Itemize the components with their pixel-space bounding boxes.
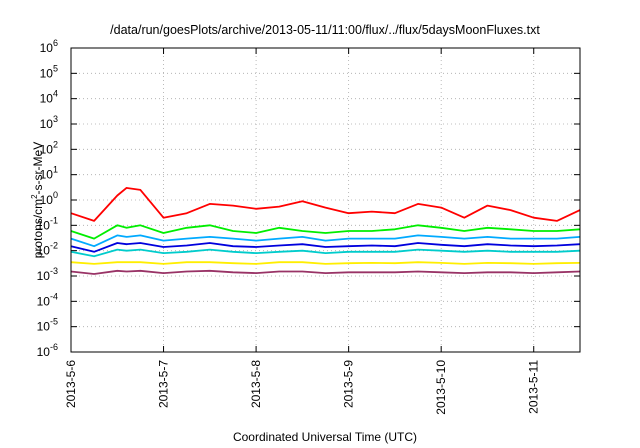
series-line-2 xyxy=(70,224,581,240)
y-tick-base: 10 xyxy=(37,269,51,283)
y-tick-exp: -1 xyxy=(50,215,58,225)
y-tick-label: 105 xyxy=(40,63,58,80)
y-tick-base: 10 xyxy=(37,244,51,258)
y-axis-label-prefix: protons/cm xyxy=(31,199,45,258)
series-line-3 xyxy=(70,234,581,248)
x-tick-label: 2013-5-6 xyxy=(64,360,78,408)
y-tick-base: 10 xyxy=(40,41,54,55)
series-line-1 xyxy=(70,186,581,222)
y-tick-exp: -4 xyxy=(50,291,58,301)
y-tick-label: 101 xyxy=(40,165,58,182)
grid xyxy=(70,47,580,353)
y-tick-base: 10 xyxy=(40,117,54,131)
y-tick-base: 10 xyxy=(37,218,51,232)
y-tick-label: 10-4 xyxy=(37,291,58,308)
y-axis-label: protons/cm2-s-sr-MeV xyxy=(30,142,45,258)
y-tick-exp: -3 xyxy=(50,266,58,276)
y-tick-exp: 5 xyxy=(53,63,58,73)
y-tick-label: 104 xyxy=(40,89,58,106)
x-tick-label: 2013-5-10 xyxy=(434,360,448,415)
x-axis-label: Coordinated Universal Time (UTC) xyxy=(233,430,417,444)
x-tick-labels: 2013-5-6 2013-5-7 2013-5-8 2013-5-9 2013-5-1… xyxy=(64,360,541,415)
y-axis-label-sup: 2 xyxy=(30,194,39,199)
series-line-6 xyxy=(70,261,581,265)
y-tick-base: 10 xyxy=(37,345,51,359)
y-tick-label: 10-2 xyxy=(37,241,58,258)
y-tick-label: 10-1 xyxy=(37,215,58,232)
y-tick-exp: 0 xyxy=(53,190,58,200)
y-tick-base: 10 xyxy=(40,66,54,80)
y-tick-base: 10 xyxy=(37,294,51,308)
y-tick-label: 100 xyxy=(40,190,58,207)
y-tick-label: 102 xyxy=(40,139,58,156)
x-tick-label: 2013-5-7 xyxy=(157,360,171,408)
y-tick-exp: -2 xyxy=(50,241,58,251)
y-tick-exp: 4 xyxy=(53,89,58,99)
y-tick-base: 10 xyxy=(40,168,54,182)
y-tick-labels: 10-610-510-410-310-210-11001011021031041… xyxy=(37,38,58,359)
series-group xyxy=(70,186,581,275)
chart-title: /data/run/goesPlots/archive/2013-05-11/1… xyxy=(110,23,540,37)
y-tick-base: 10 xyxy=(40,193,54,207)
y-tick-base: 10 xyxy=(37,320,51,334)
y-tick-base: 10 xyxy=(40,92,54,106)
y-tick-exp: 2 xyxy=(53,139,58,149)
y-tick-exp: 1 xyxy=(53,165,58,175)
y-tick-label: 10-5 xyxy=(37,317,58,334)
y-tick-label: 10-6 xyxy=(37,342,58,359)
y-tick-exp: 6 xyxy=(53,38,58,48)
y-tick-exp: -6 xyxy=(50,342,58,352)
y-tick-label: 106 xyxy=(40,38,58,55)
series-line-4 xyxy=(70,242,581,253)
y-axis-label-suffix: -s-sr-MeV xyxy=(31,142,45,195)
x-tick-label: 2013-5-11 xyxy=(527,360,541,414)
x-tick-label: 2013-5-8 xyxy=(249,360,263,408)
series-line-7 xyxy=(70,269,581,275)
y-tick-label: 103 xyxy=(40,114,58,131)
x-tick-label: 2013-5-9 xyxy=(342,360,356,408)
series-line-5 xyxy=(70,248,581,258)
y-tick-exp: -5 xyxy=(50,317,58,327)
y-tick-exp: 3 xyxy=(53,114,58,124)
plot-frame xyxy=(70,47,581,353)
y-tick-base: 10 xyxy=(40,142,54,156)
y-tick-label: 10-3 xyxy=(37,266,58,283)
